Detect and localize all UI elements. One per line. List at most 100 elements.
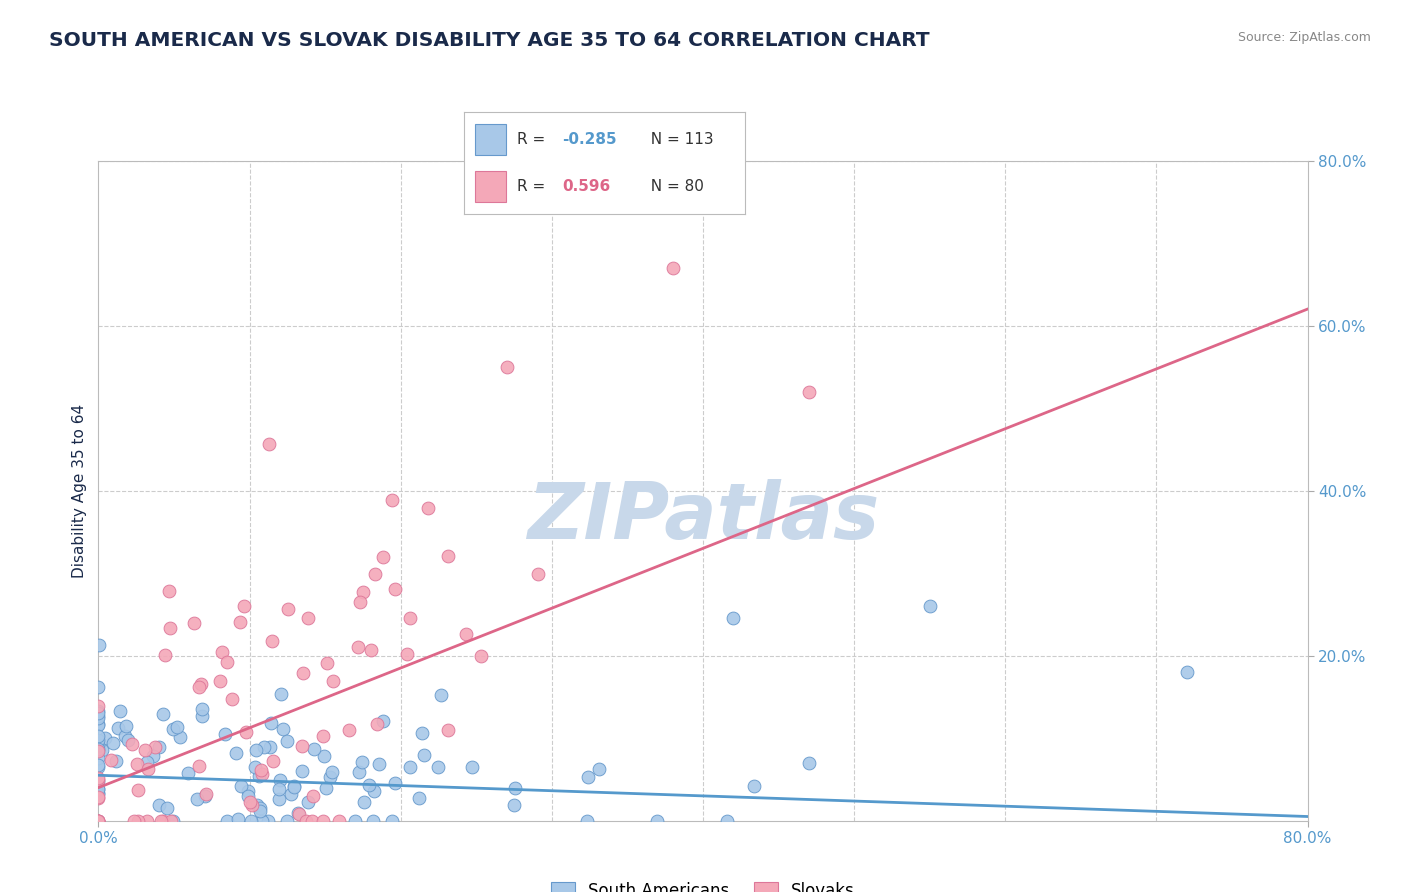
Point — [283, 780, 305, 794]
Point — [249, 800, 271, 814]
Point — [209, 673, 232, 688]
Point — [87, 771, 110, 785]
Point — [270, 687, 292, 701]
Point — [503, 781, 526, 796]
Point — [87, 790, 110, 805]
Point — [408, 791, 430, 805]
Point — [87, 738, 110, 752]
Point — [427, 760, 450, 774]
Point — [416, 500, 439, 515]
Point — [110, 704, 132, 718]
Point — [716, 814, 738, 828]
Point — [87, 814, 110, 828]
Point — [315, 656, 337, 670]
Point — [352, 584, 374, 599]
Point — [364, 566, 387, 581]
Point — [381, 814, 404, 828]
Point — [87, 717, 110, 731]
Bar — [475, 124, 506, 154]
Point — [87, 718, 110, 732]
Point — [347, 640, 370, 654]
Point — [115, 719, 138, 733]
Point — [125, 757, 148, 772]
Point — [347, 764, 370, 779]
Point — [114, 729, 136, 743]
Point — [797, 756, 820, 770]
Point — [87, 741, 110, 756]
Point — [312, 814, 335, 828]
Point — [575, 814, 598, 828]
Point — [87, 743, 110, 757]
Point — [87, 786, 110, 800]
Point — [87, 814, 110, 828]
Point — [276, 734, 298, 748]
Point — [195, 787, 218, 801]
Point — [229, 615, 252, 629]
Point — [319, 770, 342, 784]
Point — [1175, 665, 1198, 680]
Point — [277, 602, 299, 616]
Point — [87, 711, 110, 725]
Point — [328, 814, 350, 828]
Point — [363, 783, 385, 797]
Point — [262, 754, 284, 768]
Point — [588, 762, 610, 776]
Point — [249, 804, 271, 818]
Point — [87, 704, 110, 718]
Point — [297, 795, 319, 809]
Point — [742, 780, 765, 794]
Point — [157, 584, 180, 599]
Point — [100, 753, 122, 767]
Point — [257, 437, 280, 451]
Text: ZIPatlas: ZIPatlas — [527, 479, 879, 555]
Point — [191, 702, 214, 716]
Point — [413, 747, 436, 762]
Point — [384, 776, 406, 790]
Point — [360, 643, 382, 657]
Point — [148, 798, 170, 813]
Point — [117, 732, 139, 747]
Point — [87, 773, 110, 788]
Point — [159, 814, 181, 828]
Point — [260, 633, 283, 648]
Point — [661, 260, 683, 275]
Point — [148, 740, 170, 755]
Point — [260, 716, 283, 731]
Point — [87, 706, 110, 721]
Bar — [475, 171, 506, 202]
Point — [503, 798, 526, 813]
Point — [221, 691, 243, 706]
Point — [229, 779, 252, 793]
Point — [187, 681, 209, 695]
Point — [87, 782, 110, 797]
Point — [437, 549, 460, 563]
Point — [246, 797, 269, 812]
Point — [194, 789, 217, 803]
Point — [240, 798, 263, 813]
Point — [156, 801, 179, 815]
Point — [134, 743, 156, 757]
Point — [103, 736, 125, 750]
Point — [250, 766, 273, 780]
Point — [295, 814, 318, 828]
Point — [368, 757, 391, 772]
Text: SOUTH AMERICAN VS SLOVAK DISABILITY AGE 35 TO 64 CORRELATION CHART: SOUTH AMERICAN VS SLOVAK DISABILITY AGE … — [49, 31, 929, 50]
Point — [257, 814, 280, 828]
Point — [366, 716, 388, 731]
Point — [153, 648, 176, 663]
Point — [353, 795, 375, 809]
Point — [87, 744, 110, 758]
Point — [186, 792, 208, 806]
Point — [337, 723, 360, 738]
Point — [236, 789, 259, 804]
Point — [645, 814, 668, 828]
Point — [87, 732, 110, 747]
Point — [122, 814, 145, 828]
Point — [142, 748, 165, 763]
Point — [276, 814, 298, 828]
Point — [235, 725, 257, 739]
Point — [145, 739, 167, 754]
Point — [321, 765, 343, 780]
Point — [87, 681, 110, 695]
Point — [87, 790, 110, 805]
